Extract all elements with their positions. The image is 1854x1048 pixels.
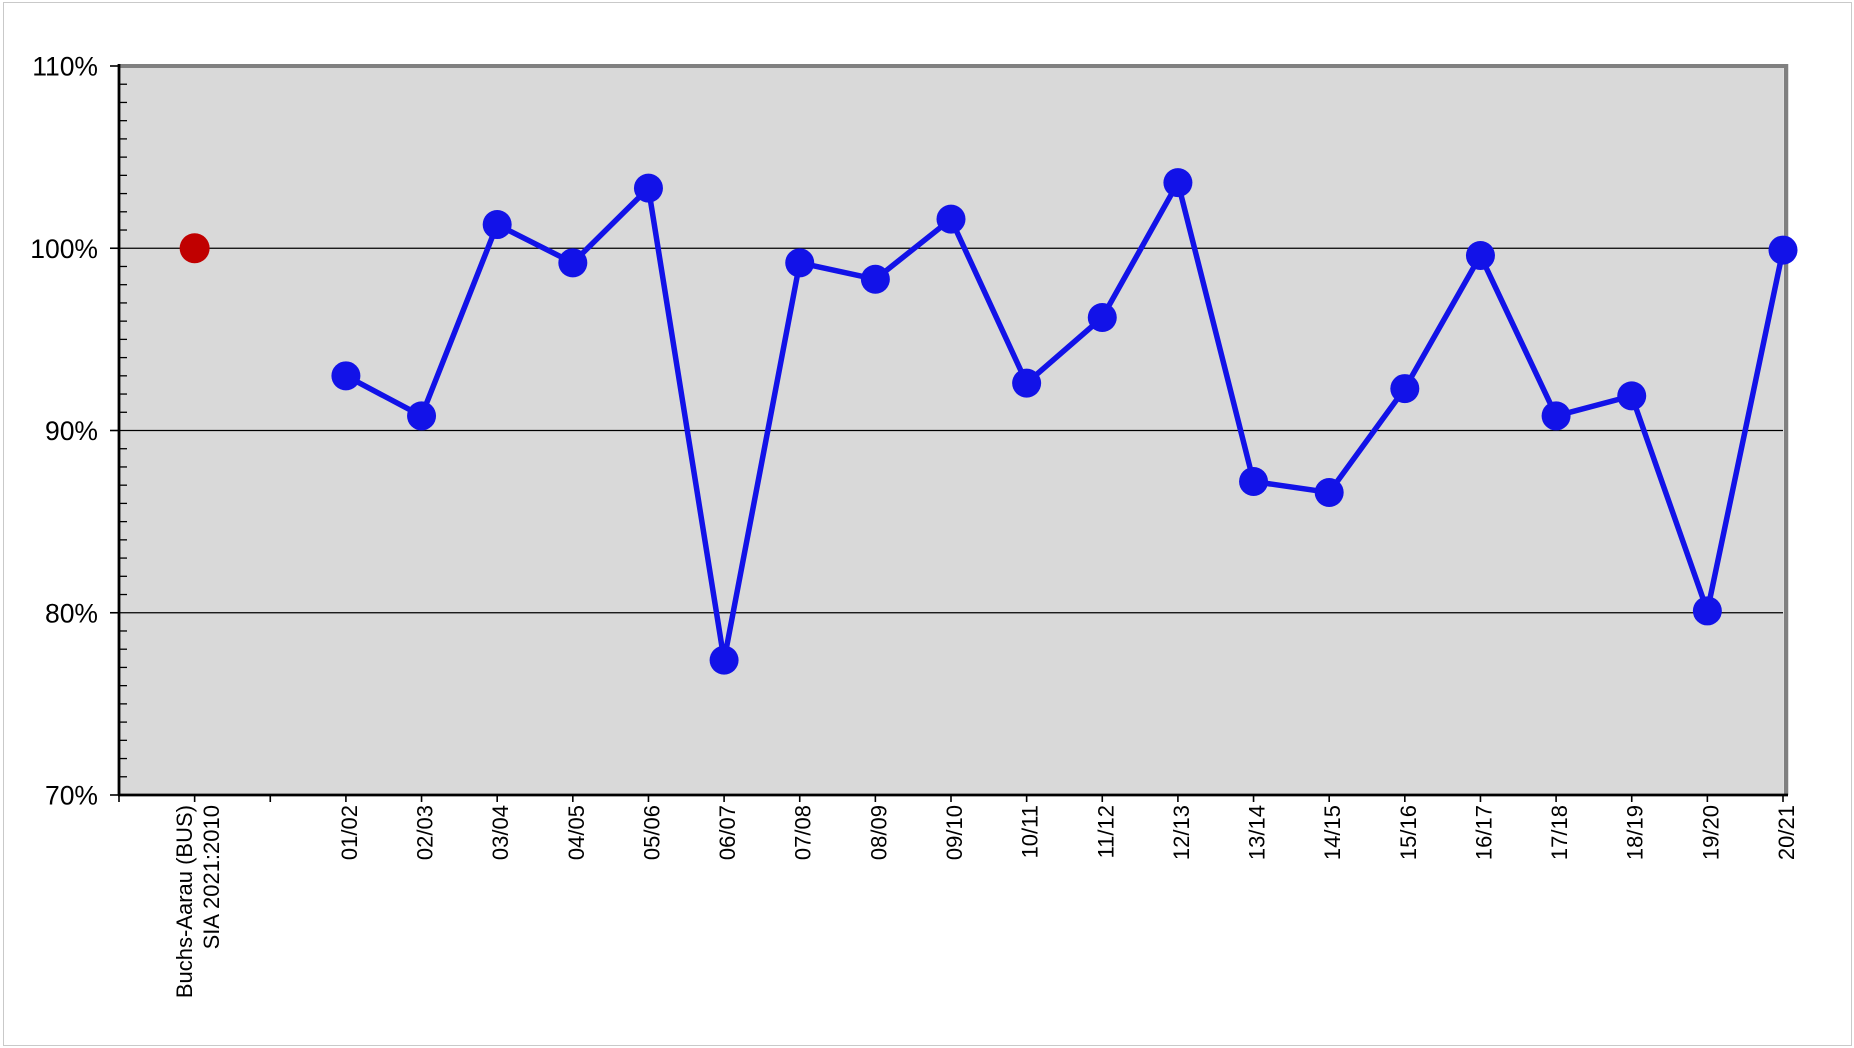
yearly-index-line-marker bbox=[331, 361, 361, 391]
yearly-index-line-marker bbox=[1617, 381, 1647, 411]
yearly-index-line-marker bbox=[1012, 368, 1042, 398]
x-tick-label: 07/08 bbox=[791, 805, 816, 860]
x-tick-label: 14/15 bbox=[1320, 805, 1345, 860]
x-tick-label: 16/17 bbox=[1471, 805, 1496, 860]
reference-point-marker bbox=[179, 233, 210, 264]
x-tick-label: 19/20 bbox=[1698, 805, 1723, 860]
y-tick-label: 100% bbox=[30, 234, 98, 264]
yearly-index-line-marker bbox=[1768, 235, 1798, 265]
yearly-index-line-marker bbox=[936, 204, 966, 234]
x-tick-label: 15/16 bbox=[1396, 805, 1421, 860]
yearly-index-line-marker bbox=[1390, 374, 1420, 404]
y-tick-label: 110% bbox=[32, 52, 98, 82]
yearly-index-line-marker bbox=[407, 401, 437, 431]
x-tick-label: Buchs-Aarau (BUS) bbox=[172, 805, 197, 998]
yearly-index-line-marker bbox=[1314, 477, 1344, 507]
yearly-index-line-marker bbox=[1541, 401, 1571, 431]
yearly-index-line-path bbox=[343, 179, 1786, 663]
x-tick-label: 03/04 bbox=[488, 805, 513, 860]
yearly-index-line-marker bbox=[860, 264, 890, 294]
yearly-index-line-marker bbox=[482, 210, 512, 240]
x-tick-label: 02/03 bbox=[413, 805, 438, 860]
x-tick-label: 10/11 bbox=[1018, 805, 1043, 858]
yearly-index-line-marker bbox=[633, 173, 663, 203]
x-tick-label: SIA 2021:2010 bbox=[199, 805, 224, 949]
x-tick-label: 12/13 bbox=[1169, 805, 1194, 860]
yearly-index-line-marker bbox=[1087, 303, 1117, 333]
y-tick-label: 70% bbox=[45, 781, 98, 811]
x-tick-label: 13/14 bbox=[1245, 805, 1270, 860]
yearly-index-line-marker bbox=[1163, 168, 1193, 198]
x-tick-label: 04/05 bbox=[564, 805, 589, 860]
yearly-index-line-marker bbox=[1239, 467, 1269, 497]
yearly-index-line-marker bbox=[1692, 596, 1722, 626]
x-tick-label: 18/19 bbox=[1623, 805, 1648, 860]
y-tick-label: 80% bbox=[45, 598, 98, 628]
x-tick-label: 05/06 bbox=[639, 805, 664, 860]
yearly-index-line-marker bbox=[785, 248, 815, 278]
yearly-index-line-marker bbox=[709, 645, 739, 675]
yearly-index-line-marker bbox=[558, 248, 588, 278]
yearly-index-line-marker bbox=[1465, 241, 1495, 271]
x-tick-label: 17/18 bbox=[1547, 805, 1572, 860]
x-tick-label: 09/10 bbox=[942, 805, 967, 860]
x-tick-label: 01/02 bbox=[337, 805, 362, 860]
x-tick-label: 11/12 bbox=[1093, 805, 1118, 858]
x-tick-label: 08/09 bbox=[866, 805, 891, 860]
x-tick-label: 20/21 bbox=[1774, 805, 1799, 860]
y-tick-label: 90% bbox=[45, 416, 98, 446]
x-tick-label: 06/07 bbox=[715, 805, 740, 860]
